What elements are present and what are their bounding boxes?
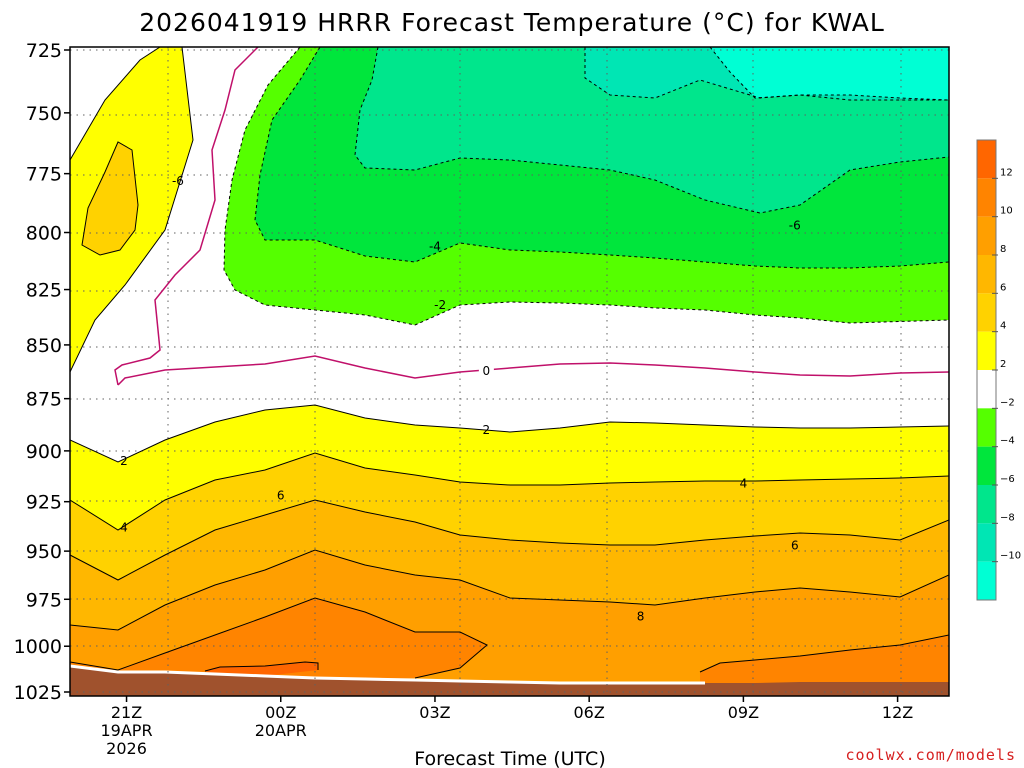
y-tick-label: 875 [26, 389, 62, 411]
fill-warm-4-6 [70, 453, 949, 580]
y-tick-label: 750 [26, 103, 62, 125]
fill-warm-10-12 [70, 598, 487, 680]
colorbar-swatch [977, 331, 996, 370]
colorbar-label: 4 [1000, 321, 1006, 332]
contour-lines-dashed [223, 47, 949, 326]
contour-label: 8 [637, 609, 645, 623]
colorbar-label: −8 [1000, 512, 1015, 523]
x-tick-sublabel: 20APR [255, 721, 307, 740]
contour-label: 6 [277, 489, 285, 503]
fill-warm-10-12-right [700, 635, 949, 690]
colorbar-swatch [977, 370, 996, 409]
contour-label: 2 [120, 454, 128, 468]
credit-text: coolwx.com/models [845, 746, 1016, 764]
y-tick-label: 1000 [14, 636, 62, 658]
chart-title: 2026041919 HRRR Forecast Temperature (°C… [139, 8, 885, 37]
x-tick-label: 03Z [419, 703, 450, 722]
plot-area: -6 -6 -4 -2 0 2 2 4 4 6 6 8 [70, 47, 949, 696]
contour-2-upper [70, 47, 194, 373]
colorbar-label: 8 [1000, 244, 1006, 255]
contour-minus2 [223, 47, 949, 326]
colorbar-label: 10 [1000, 206, 1013, 217]
colorbar-swatch [977, 178, 996, 217]
contour-label: -4 [429, 239, 441, 253]
contour-label: -2 [434, 298, 446, 312]
colorbar-swatch [977, 561, 996, 600]
contour-4 [70, 452, 949, 531]
contour-label: 0 [483, 364, 491, 378]
fill-warm-6-8 [70, 500, 949, 630]
contour-minus6 [354, 47, 949, 214]
y-tick-label: 800 [26, 223, 62, 245]
y-tick-label: 925 [26, 492, 62, 514]
colorbar-label: 12 [1000, 167, 1013, 178]
plot-frame [69, 46, 950, 697]
colorbar-swatch [977, 140, 996, 179]
colorbar-label: −6 [1000, 474, 1015, 485]
colorbar-label: −4 [1000, 436, 1015, 447]
colorbar-swatch [977, 523, 996, 562]
terrain-edge [70, 664, 705, 685]
contour-2-upper-b [70, 47, 161, 161]
contour-0-main [117, 355, 949, 386]
contour-label: 2 [483, 423, 491, 437]
contour-10 [70, 597, 488, 679]
contour-label: 4 [740, 477, 748, 491]
colorbar-label: −10 [1000, 551, 1021, 562]
contour-label: 6 [791, 538, 799, 552]
colorbar-swatch [977, 408, 996, 447]
contour-labels: -6 -6 -4 -2 0 2 2 4 4 6 6 8 [120, 174, 801, 624]
contour-label: -6 [172, 174, 184, 188]
grid [70, 47, 949, 696]
x-tick-sublabel: 19APR [101, 721, 153, 740]
contour-minus10 [709, 47, 949, 101]
y-tick-label: 900 [26, 441, 62, 463]
contour-label: -6 [789, 219, 801, 233]
contour-10-right [699, 634, 949, 673]
colorbar-label: 2 [1000, 359, 1006, 370]
x-axis-label: Forecast Time (UTC) [414, 748, 605, 768]
y-tick-label: 825 [26, 280, 62, 302]
contour-0 [114, 47, 259, 386]
x-tick-label: 06Z [574, 703, 605, 722]
colorbar-swatch [977, 255, 996, 294]
contour-6 [70, 499, 949, 581]
fill-warm-2-4 [70, 405, 949, 530]
x-tick-label: 00Z [265, 703, 296, 722]
y-tick-label: 975 [26, 589, 62, 611]
y-tick-label: 1025 [14, 682, 62, 704]
x-tick-label: 12Z [882, 703, 913, 722]
y-tick-label: 850 [26, 335, 62, 357]
contour-2 [70, 404, 949, 463]
contour-label: 4 [120, 521, 128, 535]
contour-8 [70, 549, 949, 631]
colorbar-swatch [977, 216, 996, 255]
colorbar-swatch [977, 446, 996, 485]
contour-minus4 [254, 47, 949, 269]
contour-lines-freezing [114, 47, 949, 386]
contour-4-upper [81, 141, 139, 256]
colorbar: 12 10 8 6 4 2 −2 −4 −6 −8 −10 [976, 139, 1021, 601]
colorbar-label: 6 [1000, 282, 1006, 293]
y-tick-label: 950 [26, 541, 62, 563]
x-tick-label: 21Z [111, 703, 142, 722]
fill-cold-lt-minus10 [710, 47, 949, 100]
fill-warm-gt-12 [205, 662, 318, 676]
colorbar-swatch [977, 485, 996, 524]
y-tick-label: 775 [26, 164, 62, 186]
x-tick-sublabel: 2026 [106, 739, 147, 758]
y-tick-label: 725 [26, 40, 62, 62]
contour-12 [204, 661, 319, 672]
terrain [70, 666, 949, 696]
fill-warm-4-6-upper [82, 142, 138, 255]
colorbar-label: −2 [1000, 397, 1015, 408]
y-axis: 725 750 775 800 825 850 875 900 925 950 975 1000 102… [14, 40, 70, 704]
x-tick-label: 09Z [728, 703, 759, 722]
contour-lines-solid [70, 47, 949, 679]
contour-label-bg [478, 362, 494, 377]
colorbar-swatch [977, 293, 996, 332]
